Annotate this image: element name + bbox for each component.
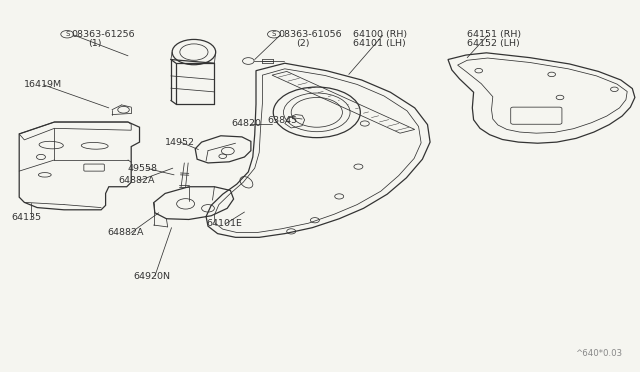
Text: 64101 (LH): 64101 (LH): [353, 39, 406, 48]
Text: 49558: 49558: [128, 164, 158, 173]
Text: 64882A: 64882A: [118, 176, 155, 185]
Text: 14952: 14952: [165, 138, 195, 147]
Text: (2): (2): [296, 39, 309, 48]
Text: 64920N: 64920N: [133, 272, 170, 280]
Text: 64151 (RH): 64151 (RH): [467, 30, 522, 39]
Text: S: S: [65, 31, 69, 37]
Text: (1): (1): [88, 39, 102, 48]
Text: 64152 (LH): 64152 (LH): [467, 39, 520, 48]
Text: 64882A: 64882A: [108, 228, 144, 237]
Text: 64820: 64820: [232, 119, 262, 128]
Text: 64100 (RH): 64100 (RH): [353, 30, 408, 39]
Text: 64135: 64135: [12, 213, 42, 222]
Text: ^640*0.03: ^640*0.03: [575, 349, 622, 358]
Text: 08363-61256: 08363-61256: [72, 30, 135, 39]
Text: 64101E: 64101E: [206, 219, 242, 228]
Text: S: S: [272, 31, 276, 37]
Text: 63845: 63845: [268, 116, 298, 125]
Text: 08363-61056: 08363-61056: [278, 30, 342, 39]
Text: 16419M: 16419M: [24, 80, 63, 89]
